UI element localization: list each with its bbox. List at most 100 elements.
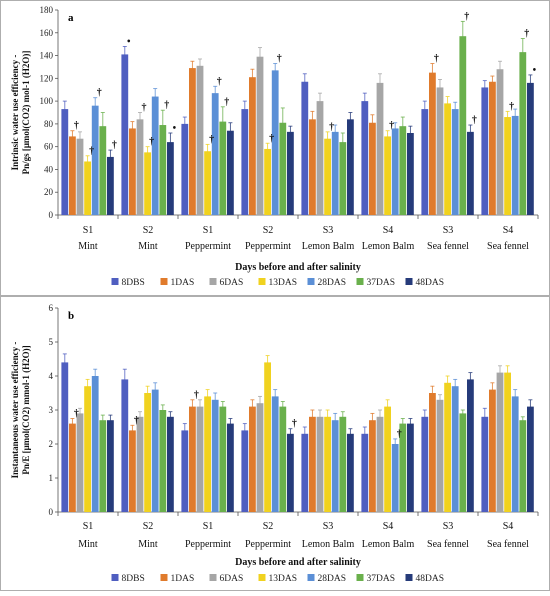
x-group-site-label: S2 bbox=[143, 521, 154, 532]
bar-48DAS-2 bbox=[227, 423, 234, 512]
bar-1DAS-4 bbox=[309, 416, 316, 512]
bar-1DAS-0 bbox=[69, 136, 76, 215]
x-group-site-label: S2 bbox=[143, 225, 154, 236]
bar-6DAS-5 bbox=[376, 82, 384, 215]
bar-8DBS-7 bbox=[481, 87, 489, 215]
legend-swatch-37DAS bbox=[356, 574, 364, 581]
y-tick-label: 2 bbox=[49, 439, 54, 449]
significance-marker: † bbox=[472, 115, 477, 126]
bar-13DAS-6 bbox=[444, 382, 451, 512]
legend-entry-48DAS: 48DAS bbox=[416, 574, 445, 584]
significance-marker: † bbox=[112, 140, 117, 151]
bar-13DAS-3 bbox=[264, 362, 271, 512]
legend: 8DBS 1DAS 6DAS 13DAS 28DAS 37DAS 48DAS bbox=[111, 278, 444, 288]
legend-entry-6DAS: 6DAS bbox=[220, 574, 244, 584]
bar-8DBS-4 bbox=[301, 81, 309, 215]
bar-48DAS-6 bbox=[467, 131, 474, 215]
x-group-site-label: S4 bbox=[383, 521, 394, 532]
bar-13DAS-1 bbox=[144, 152, 151, 215]
bar-28DAS-7 bbox=[511, 396, 519, 512]
bar-13DAS-7 bbox=[504, 117, 511, 215]
bar-37DAS-1 bbox=[159, 410, 167, 512]
x-group-crop-label: Mint bbox=[138, 539, 158, 550]
x-group-crop-label: Sea fennel bbox=[487, 539, 529, 550]
x-group-site-label: S4 bbox=[383, 225, 394, 236]
bar-1DAS-6 bbox=[429, 72, 436, 215]
significance-marker: † bbox=[164, 100, 169, 111]
bar-37DAS-5 bbox=[399, 423, 407, 512]
bar-48DAS-0 bbox=[107, 420, 114, 512]
x-group-site-label: S2 bbox=[263, 521, 274, 532]
bar-13DAS-6 bbox=[444, 103, 451, 215]
x-group-crop-label: Mint bbox=[138, 241, 158, 252]
y-tick-label: 3 bbox=[49, 405, 54, 415]
bar-37DAS-3 bbox=[279, 122, 287, 215]
y-tick-label: 20 bbox=[44, 187, 54, 197]
bar-48DAS-5 bbox=[407, 423, 414, 512]
bar-48DAS-6 bbox=[467, 379, 474, 512]
significance-marker: † bbox=[217, 76, 222, 87]
bar-28DAS-6 bbox=[451, 386, 459, 512]
y-tick-label: 0 bbox=[49, 210, 54, 220]
bar-1DAS-1 bbox=[129, 430, 136, 512]
significance-marker: † bbox=[97, 88, 102, 99]
significance-marker: † bbox=[194, 390, 199, 401]
bar-37DAS-2 bbox=[219, 406, 227, 512]
x-group-site-label: S1 bbox=[83, 225, 94, 236]
bar-37DAS-6 bbox=[459, 36, 467, 215]
x-group-site-label: S4 bbox=[503, 225, 514, 236]
significance-marker: † bbox=[269, 133, 274, 144]
bar-8DBS-7 bbox=[481, 416, 489, 512]
bar-1DAS-5 bbox=[369, 122, 376, 215]
bar-48DAS-2 bbox=[227, 130, 234, 215]
significance-marker: † bbox=[434, 54, 439, 65]
x-group-site-label: S1 bbox=[83, 521, 94, 532]
x-group-site-label: S1 bbox=[203, 225, 214, 236]
legend-swatch-28DAS bbox=[307, 278, 315, 285]
legend-entry-37DAS: 37DAS bbox=[367, 278, 396, 288]
legend-entry-13DAS: 13DAS bbox=[269, 574, 298, 584]
bar-48DAS-3 bbox=[287, 433, 294, 512]
bar-13DAS-0 bbox=[84, 161, 91, 215]
bar-28DAS-2 bbox=[211, 399, 219, 512]
bar-48DAS-7 bbox=[527, 406, 534, 512]
bar-37DAS-0 bbox=[99, 126, 107, 215]
bar-13DAS-2 bbox=[204, 151, 211, 215]
bar-1DAS-3 bbox=[249, 77, 256, 215]
significance-marker: † bbox=[277, 54, 282, 65]
bar-6DAS-0 bbox=[76, 138, 84, 215]
bar-8DBS-0 bbox=[61, 362, 69, 512]
y-tick-label: 180 bbox=[40, 5, 54, 15]
bar-1DAS-7 bbox=[489, 389, 496, 512]
bar-28DAS-3 bbox=[271, 396, 279, 512]
bar-1DAS-4 bbox=[309, 119, 316, 215]
significance-marker: † bbox=[142, 103, 147, 114]
bar-28DAS-1 bbox=[151, 389, 159, 512]
legend-entry-28DAS: 28DAS bbox=[318, 278, 347, 288]
legend-swatch-8DBS bbox=[111, 278, 119, 285]
bar-8DBS-5 bbox=[361, 433, 369, 512]
bar-13DAS-7 bbox=[504, 372, 511, 512]
bar-6DAS-3 bbox=[256, 403, 264, 512]
bar-28DAS-4 bbox=[331, 420, 339, 512]
y-axis-title: Pn/E [μmol(CO2) mmol-1 (H2O)] bbox=[21, 345, 31, 474]
x-group-site-label: S3 bbox=[323, 225, 334, 236]
bar-37DAS-5 bbox=[399, 126, 407, 215]
bar-48DAS-1 bbox=[167, 142, 174, 215]
bar-1DAS-0 bbox=[69, 423, 76, 512]
legend-entry-8DBS: 8DBS bbox=[122, 574, 145, 584]
significance-marker: † bbox=[397, 429, 402, 440]
bar-37DAS-6 bbox=[459, 413, 467, 512]
bar-37DAS-2 bbox=[219, 121, 227, 215]
bar-13DAS-0 bbox=[84, 386, 91, 512]
bar-37DAS-3 bbox=[279, 406, 287, 512]
y-tick-label: 60 bbox=[44, 142, 54, 152]
y-tick-label: 5 bbox=[49, 337, 54, 347]
significance-marker: † bbox=[209, 134, 214, 145]
bar-8DBS-3 bbox=[241, 109, 249, 215]
legend-swatch-1DAS bbox=[160, 574, 168, 581]
bar-48DAS-7 bbox=[527, 82, 534, 215]
bar-8DBS-2 bbox=[181, 123, 189, 215]
